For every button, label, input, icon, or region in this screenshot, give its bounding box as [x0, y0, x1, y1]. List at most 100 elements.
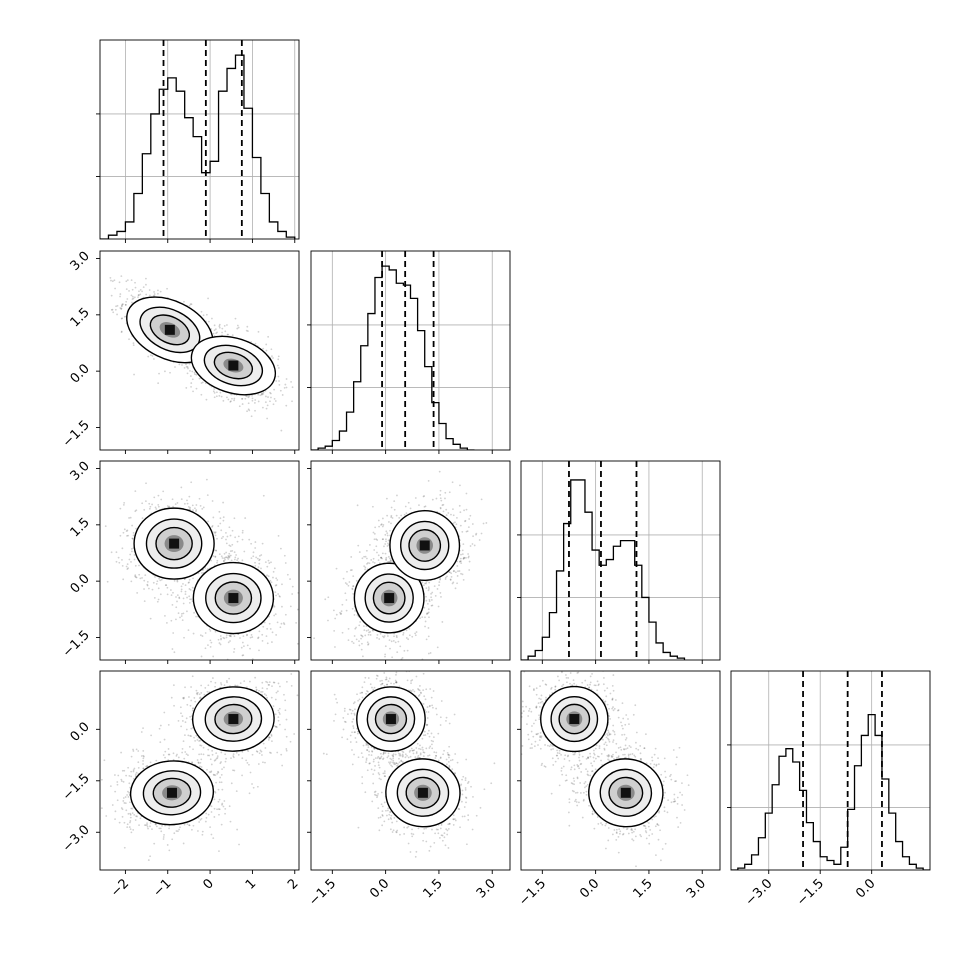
sample-point [427, 627, 430, 629]
sample-point [217, 638, 220, 641]
sample-point [225, 542, 228, 545]
sample-point [249, 636, 252, 639]
sample-point [423, 606, 426, 609]
sample-point [166, 593, 169, 596]
sample-point [389, 647, 391, 650]
sample-point [204, 567, 207, 569]
sample-point [257, 330, 260, 333]
sample-point [115, 305, 117, 308]
sample-point [277, 355, 280, 358]
sample-point [213, 324, 216, 327]
sample-point [131, 537, 134, 540]
sample-point [408, 627, 411, 630]
sample-point [145, 482, 147, 485]
sample-point [385, 559, 388, 562]
sample-point [227, 558, 230, 560]
sample-point [137, 296, 139, 299]
sample-point [233, 551, 236, 554]
sample-point [205, 313, 208, 316]
sample-point [214, 534, 217, 537]
sample-point [112, 311, 115, 314]
sample-point [347, 584, 350, 587]
sample-point [213, 391, 216, 394]
sample-point [290, 381, 292, 383]
sample-point [153, 294, 156, 297]
sample-point [190, 385, 192, 388]
sample-point [355, 626, 357, 629]
sample-point [195, 373, 198, 376]
sample-point [341, 631, 344, 634]
density-peak [169, 538, 180, 549]
sample-point [367, 633, 370, 636]
sample-point [273, 567, 276, 570]
sample-point [465, 492, 468, 495]
sample-point [261, 639, 264, 642]
sample-point [360, 634, 362, 637]
sample-point [261, 542, 264, 545]
sample-point [176, 594, 179, 596]
sample-point [221, 557, 224, 559]
sample-point [278, 595, 281, 597]
sample-point [425, 581, 428, 583]
sample-point [367, 629, 370, 631]
sample-point [216, 331, 218, 334]
sample-point [268, 622, 271, 625]
sample-point [266, 417, 269, 420]
sample-point [388, 639, 391, 642]
sample-point [190, 382, 193, 384]
sample-point [132, 534, 135, 537]
sample-point [209, 645, 212, 648]
sample-point [222, 516, 225, 519]
sample-point [207, 568, 209, 570]
sample-point [180, 590, 183, 593]
sample-point [174, 366, 176, 368]
sample-point [291, 585, 294, 588]
sample-point [214, 532, 216, 534]
sample-point [126, 534, 128, 537]
sample-point [185, 387, 188, 389]
sample-point [334, 617, 337, 620]
sample-point [134, 574, 137, 576]
sample-point [188, 588, 191, 590]
sample-point [153, 596, 156, 599]
sample-point [189, 506, 192, 509]
sample-point [214, 328, 217, 331]
sample-point [133, 554, 136, 556]
sample-point [124, 303, 127, 306]
sample-point [118, 561, 121, 564]
sample-point [212, 655, 215, 658]
sample-point [241, 531, 244, 534]
sample-point [252, 555, 255, 558]
sample-point [121, 558, 123, 561]
sample-point [198, 497, 201, 500]
sample-point [184, 593, 187, 596]
sample-point [207, 520, 209, 523]
density-peak [228, 593, 239, 604]
sample-point [247, 402, 250, 405]
sample-point [289, 605, 292, 608]
sample-point [182, 612, 185, 615]
sample-point [453, 570, 455, 572]
sample-point [192, 632, 195, 635]
sample-point [218, 553, 221, 556]
sample-point [225, 531, 227, 534]
sample-point [134, 564, 137, 567]
sample-point [251, 394, 253, 397]
sample-point [226, 324, 228, 326]
sample-point [242, 645, 245, 648]
sample-point [157, 503, 160, 506]
sample-point [188, 601, 191, 604]
sample-point [182, 597, 185, 600]
sample-point [214, 630, 217, 633]
sample-point [110, 551, 113, 554]
sample-point [119, 507, 122, 510]
sample-point [218, 325, 221, 328]
sample-point [424, 616, 426, 619]
sample-point [208, 628, 211, 631]
sample-point [425, 638, 428, 641]
sample-point [125, 300, 128, 303]
sample-point [138, 294, 140, 296]
sample-point [135, 576, 138, 579]
sample-point [204, 632, 207, 634]
sample-point [168, 505, 171, 508]
